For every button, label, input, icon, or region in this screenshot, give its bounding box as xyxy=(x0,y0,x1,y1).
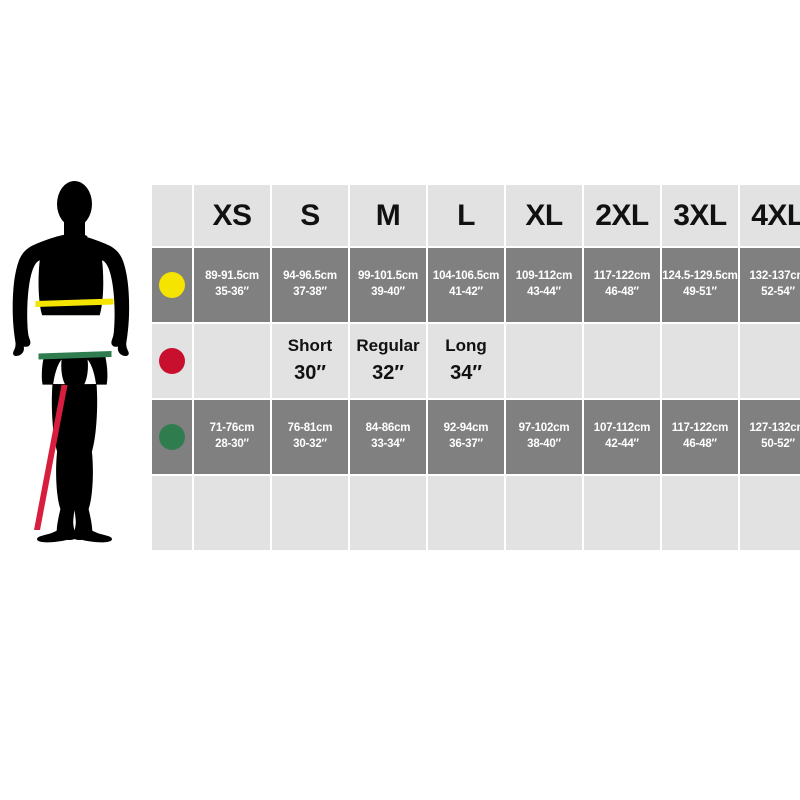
table-cell xyxy=(152,476,192,550)
table-cell: Long 34″ xyxy=(428,324,504,398)
measurement-value: 117-122cm 46-48″ xyxy=(671,422,729,450)
table-cell: 76-81cm 30-32″ xyxy=(272,400,348,474)
table-cell xyxy=(740,476,800,550)
table-cell: 117-122cm 46-48″ xyxy=(662,400,738,474)
size-label: M xyxy=(375,198,401,232)
size-header-2xl: 2XL xyxy=(584,185,660,246)
measurement-value: 92-94cm 36-37″ xyxy=(443,422,489,450)
size-header-4xl: 4XL xyxy=(740,185,800,246)
table-cell: 71-76cm 28-30″ xyxy=(194,400,270,474)
measurement-value: 89-91.5cm 35-36″ xyxy=(205,270,259,298)
table-cell: 124.5-129.5cm 49-51″ xyxy=(662,248,738,322)
table-cell: 109-112cm 43-44″ xyxy=(506,248,582,322)
measurement-value: 124.5-129.5cm 49-51″ xyxy=(662,270,738,298)
table-cell: 89-91.5cm 35-36″ xyxy=(194,248,270,322)
table-cell: 104-106.5cm 41-42″ xyxy=(428,248,504,322)
chest-row: 89-91.5cm 35-36″ 94-96.5cm 37-38″ 99-101… xyxy=(2,248,800,322)
table-cell: Short 30″ xyxy=(272,324,348,398)
measurement-value: 97-102cm 38-40″ xyxy=(518,422,570,450)
measurement-value: 117-122cm 46-48″ xyxy=(593,270,651,298)
table-cell xyxy=(584,324,660,398)
size-label: 3XL xyxy=(673,198,727,232)
leg-length-row: Short 30″ Regular 32″ Long 34″ xyxy=(2,324,800,398)
size-label: L xyxy=(457,198,475,232)
size-label: S xyxy=(300,198,320,232)
table-cell xyxy=(506,324,582,398)
table-cell xyxy=(194,324,270,398)
table-cell xyxy=(350,476,426,550)
measurement-value: 107-112cm 42-44″ xyxy=(593,422,651,450)
table-cell: 94-96.5cm 37-38″ xyxy=(272,248,348,322)
length-value: Long 34″ xyxy=(445,336,487,384)
table-cell xyxy=(428,476,504,550)
table-cell xyxy=(194,476,270,550)
indicator-column-header xyxy=(152,185,192,246)
size-label: XS xyxy=(212,198,252,232)
leg-length-indicator-dot xyxy=(159,348,185,374)
table-cell xyxy=(740,324,800,398)
waist-indicator-dot xyxy=(159,424,185,450)
table-cell xyxy=(272,476,348,550)
measurement-value: 109-112cm 43-44″ xyxy=(515,270,573,298)
figure-column-cell xyxy=(2,324,150,398)
size-header-row: XS S M L XL 2XL 3XL 4XL xyxy=(2,185,800,246)
figure-column-cell xyxy=(2,248,150,322)
footer-band-row xyxy=(2,476,800,550)
table-cell: 84-86cm 33-34″ xyxy=(350,400,426,474)
table-cell: 107-112cm 42-44″ xyxy=(584,400,660,474)
table-cell: Regular 32″ xyxy=(350,324,426,398)
table-cell xyxy=(506,476,582,550)
measurement-value: 104-106.5cm 41-42″ xyxy=(432,270,500,298)
measurement-value: 99-101.5cm 39-40″ xyxy=(357,270,419,298)
size-header-3xl: 3XL xyxy=(662,185,738,246)
table-cell: 92-94cm 36-37″ xyxy=(428,400,504,474)
measurement-value: 132-137cm 52-54″ xyxy=(749,270,800,298)
table-cell xyxy=(662,324,738,398)
length-value: Short 30″ xyxy=(287,336,333,384)
waist-row: 71-76cm 28-30″ 76-81cm 30-32″ 84-86cm 33… xyxy=(2,400,800,474)
measurement-value: 76-81cm 30-32″ xyxy=(287,422,333,450)
figure-column-cell xyxy=(2,476,150,550)
size-label: 4XL xyxy=(751,198,800,232)
table-cell: 97-102cm 38-40″ xyxy=(506,400,582,474)
size-header-xs: XS xyxy=(194,185,270,246)
table-cell: 117-122cm 46-48″ xyxy=(584,248,660,322)
measurement-value: 94-96.5cm 37-38″ xyxy=(283,270,337,298)
table-cell: 127-132cm 50-52″ xyxy=(740,400,800,474)
table-cell: 132-137cm 52-54″ xyxy=(740,248,800,322)
figure-column-cell xyxy=(2,400,150,474)
size-chart-table: XS S M L XL 2XL 3XL 4XL xyxy=(0,183,800,552)
size-label: XL xyxy=(525,198,563,232)
size-header-m: M xyxy=(350,185,426,246)
size-header-xl: XL xyxy=(506,185,582,246)
leg-length-indicator-cell xyxy=(152,324,192,398)
figure-column-header xyxy=(2,185,150,246)
size-header-s: S xyxy=(272,185,348,246)
size-label: 2XL xyxy=(595,198,649,232)
chest-indicator-cell xyxy=(152,248,192,322)
table-cell xyxy=(584,476,660,550)
waist-indicator-cell xyxy=(152,400,192,474)
measurement-value: 71-76cm 28-30″ xyxy=(209,422,255,450)
measurement-value: 84-86cm 33-34″ xyxy=(365,422,411,450)
measurement-value: 127-132cm 50-52″ xyxy=(749,422,800,450)
chest-indicator-dot xyxy=(159,272,185,298)
length-value: Regular 32″ xyxy=(356,336,420,384)
table-cell: 99-101.5cm 39-40″ xyxy=(350,248,426,322)
table-cell xyxy=(662,476,738,550)
size-header-l: L xyxy=(428,185,504,246)
